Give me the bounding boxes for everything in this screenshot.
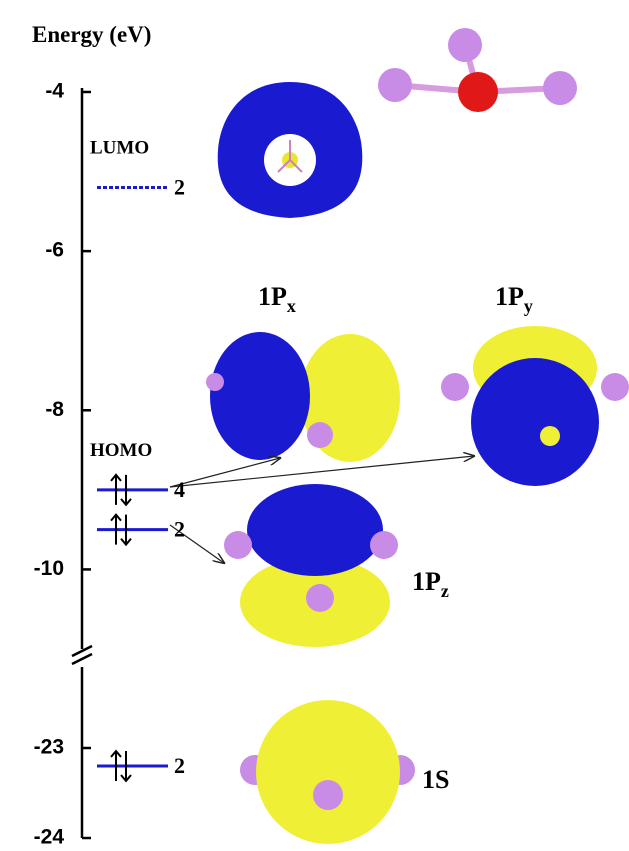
y-tick-label: -24 (34, 826, 65, 849)
pointer-arrow (170, 458, 280, 487)
y-tick-label: -10 (34, 557, 64, 580)
orbital-label: 1Pz (412, 567, 449, 601)
degeneracy-label: 2 (174, 753, 185, 778)
y-tick-label: -4 (45, 80, 64, 103)
pointer-arrow (170, 456, 474, 487)
y-tick-label: -8 (45, 398, 64, 421)
y-tick-label: -23 (34, 736, 64, 759)
axis-title: Energy (eV) (32, 22, 151, 47)
y-tick-label: -6 (45, 239, 64, 262)
orbital-1s (240, 700, 415, 844)
degeneracy-label: 4 (174, 477, 185, 502)
level-label: LUMO (90, 137, 149, 158)
orbital-label: 1Px (258, 282, 296, 316)
orbital-1px (206, 332, 400, 462)
lumo-orbital (218, 82, 363, 218)
degeneracy-label: 2 (174, 517, 185, 542)
orbital-label: 1Py (495, 282, 533, 316)
orbital-1pz (224, 484, 398, 647)
level-label: HOMO (90, 440, 152, 461)
molecule (378, 28, 577, 112)
degeneracy-label: 2 (174, 174, 185, 199)
orbital-label: 1S (422, 765, 449, 794)
diagram: Energy (eV) (0, 0, 629, 851)
orbital-1py (441, 326, 629, 486)
